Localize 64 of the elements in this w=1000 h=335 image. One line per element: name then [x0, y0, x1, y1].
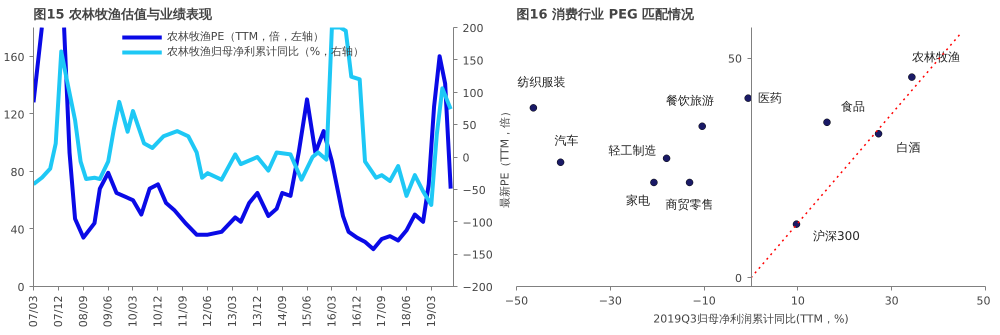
chart-title: 图15 农林牧渔估值与业绩表现 — [34, 8, 214, 22]
series-label: 餐饮旅游 — [666, 93, 714, 108]
x-tick-label: 09/06 — [102, 295, 115, 328]
x-tick-label: 07/12 — [52, 295, 65, 328]
x-tick-label: 10/03 — [126, 295, 140, 328]
point — [698, 122, 706, 130]
x-tick-label: 10/12 — [151, 295, 164, 328]
x-tick-label: 18/06 — [400, 295, 413, 328]
y2-tick-label: 50 — [462, 119, 476, 132]
point — [874, 130, 882, 138]
point — [662, 154, 670, 162]
x-tick-label: 16/12 — [350, 295, 364, 328]
y2-tick-label: 100 — [462, 86, 484, 100]
point — [650, 178, 658, 186]
y-tick-label: 80 — [10, 166, 25, 179]
y2-tick-label: 200 — [462, 22, 484, 35]
point — [823, 118, 831, 126]
point — [908, 73, 916, 81]
series-label: 纺织服装 — [517, 74, 566, 89]
y-tick-label: 120 — [4, 108, 25, 122]
x-tick-label: 13/12 — [250, 295, 264, 328]
line-series — [34, 28, 453, 207]
y2-tick-label: 150 — [462, 54, 484, 68]
x-tick-label: 14/09 — [276, 295, 289, 328]
y2-tick-label: −150 — [462, 248, 493, 262]
point — [556, 158, 564, 166]
chart-title: 图16 消费行业 PEG 匹配情况 — [516, 8, 696, 22]
series-label: 汽车 — [554, 133, 579, 148]
series-label: 农林牧渔 — [912, 50, 960, 64]
legend-label: 农林牧渔PE（TTM，倍，左轴） — [166, 29, 324, 44]
y2-tick-label: −100 — [462, 216, 493, 230]
point — [744, 94, 752, 102]
series-label: 轻工制造 — [608, 143, 657, 158]
y-tick-label: 0 — [18, 281, 24, 294]
x-tick-label: 16/03 — [325, 295, 338, 328]
series-label: 商贸零售 — [666, 197, 714, 212]
series-label: 食品 — [840, 99, 865, 114]
x-tick-label: 07/03 — [27, 295, 40, 328]
x-tick-label: 30 — [884, 294, 899, 308]
x-tick-label: 19/03 — [424, 295, 438, 328]
y2-tick-label: −200 — [462, 281, 493, 294]
point — [530, 104, 538, 112]
x-tick-label: 15/06 — [300, 295, 314, 328]
x-tick-label: 13/03 — [226, 295, 239, 328]
series-label: 沪深300 — [813, 229, 860, 244]
point — [686, 178, 694, 186]
y-tick-label: 40 — [10, 223, 25, 236]
y2-tick-label: −50 — [462, 184, 486, 197]
x-tick-label: −50 — [504, 294, 528, 308]
x-tick-label: 17/09 — [375, 295, 388, 328]
series-label: 白酒 — [896, 140, 921, 155]
x-tick-label: 08/09 — [76, 295, 90, 328]
series-label: 家电 — [626, 193, 650, 208]
x-tick-label: 12/06 — [201, 295, 214, 328]
series-label: 医药 — [758, 91, 782, 106]
x-tick-label: −10 — [692, 294, 716, 308]
y2-tick-label: 0 — [462, 152, 470, 164]
y-tick-label: 160 — [4, 50, 25, 64]
x-tick-label: 11/09 — [176, 295, 190, 328]
x-tick-label: −30 — [598, 294, 622, 308]
x-tick-label: 10 — [790, 294, 805, 308]
y-axis-title: 最新PE（TTM，倍） — [498, 106, 512, 208]
x-axis-title: 2019Q3归母净利润累计同比(TTM，%) — [653, 312, 849, 326]
x-tick-label: 50 — [976, 294, 991, 308]
